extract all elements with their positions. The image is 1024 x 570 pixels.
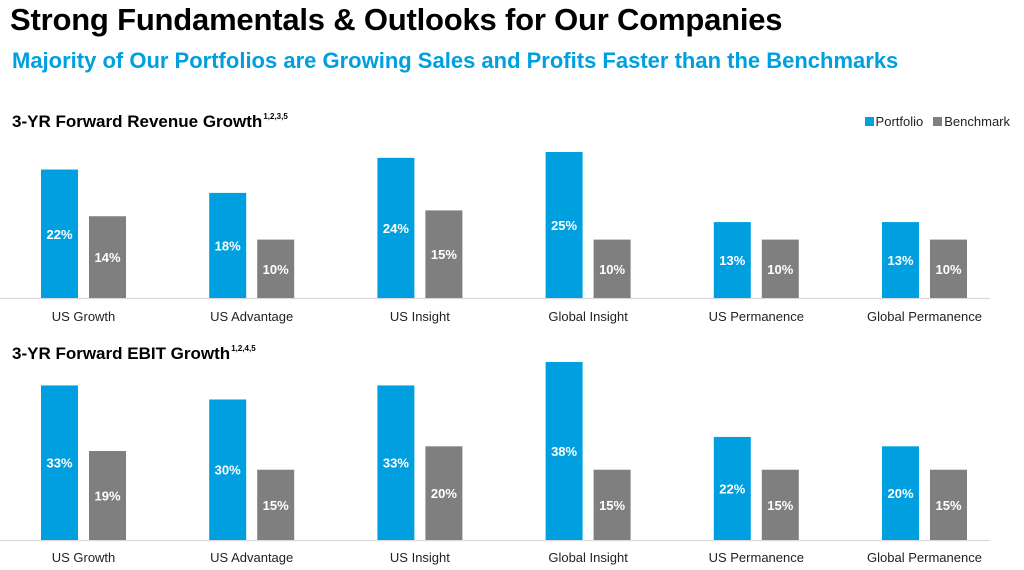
ebit-data-label-portfolio: 30% (215, 463, 241, 478)
ebit-data-label-portfolio: 38% (551, 444, 577, 459)
ebit-bar-benchmark (930, 469, 967, 540)
revenue-data-label-portfolio: 24% (383, 221, 409, 236)
revenue-data-label-benchmark: 10% (599, 262, 625, 277)
portfolio-swatch (864, 117, 874, 126)
ebit-bar-portfolio (41, 385, 78, 540)
ebit-bar-portfolio (377, 385, 415, 540)
revenue-bar-portfolio (209, 192, 247, 298)
benchmark-swatch (933, 117, 943, 126)
ebit-bar-portfolio (713, 436, 751, 540)
legend-label-benchmark: Benchmark (944, 114, 1010, 129)
ebit-bar-benchmark (257, 469, 295, 540)
ebit-category-label: US Permanence (709, 550, 804, 565)
revenue-data-label-portfolio: 22% (46, 227, 72, 242)
revenue-data-label-portfolio: 18% (215, 238, 241, 253)
revenue-category-label: US Permanence (709, 309, 804, 324)
ebit-data-label-benchmark: 15% (599, 498, 625, 513)
revenue-bar-benchmark (425, 210, 463, 298)
ebit-data-label-benchmark: 19% (94, 489, 120, 504)
ebit-chart-title: 3-YR Forward EBIT Growth1,2,4,5 (12, 344, 256, 364)
page-title: Strong Fundamentals & Outlooks for Our C… (10, 2, 783, 37)
ebit-bar-benchmark (761, 469, 799, 540)
ebit-data-label-benchmark: 20% (431, 486, 457, 501)
revenue-bar-portfolio (41, 169, 78, 298)
ebit-data-label-portfolio: 22% (719, 481, 745, 496)
revenue-category-label: Global Insight (548, 309, 628, 324)
revenue-bar-portfolio (545, 152, 583, 298)
revenue-chart-title-text: 3-YR Forward Revenue Growth (12, 112, 263, 131)
revenue-chart-footnote: 1,2,3,5 (263, 112, 288, 121)
revenue-category-label: US Advantage (210, 309, 293, 324)
ebit-bar-benchmark (425, 446, 463, 540)
revenue-data-label-benchmark: 10% (767, 262, 793, 277)
revenue-bar-benchmark (257, 239, 295, 298)
revenue-chart-title: 3-YR Forward Revenue Growth1,2,3,5 (12, 112, 288, 132)
legend-item-portfolio: Portfolio (864, 114, 924, 129)
page-subtitle: Majority of Our Portfolios are Growing S… (12, 48, 899, 73)
revenue-bar-portfolio (882, 222, 919, 298)
ebit-data-label-benchmark: 15% (263, 498, 289, 513)
revenue-data-label-portfolio: 13% (887, 253, 913, 268)
ebit-chart-title-text: 3-YR Forward EBIT Growth (12, 344, 231, 363)
ebit-data-label-portfolio: 33% (383, 456, 409, 471)
ebit-data-label-benchmark: 15% (935, 498, 961, 513)
ebit-category-label: Global Permanence (867, 550, 982, 565)
revenue-data-label-benchmark: 14% (94, 250, 120, 265)
revenue-data-label-benchmark: 15% (431, 247, 457, 262)
revenue-bar-benchmark (89, 216, 126, 298)
revenue-category-label: Global Permanence (867, 309, 982, 324)
ebit-bar-portfolio (545, 362, 583, 540)
ebit-chart-footnote: 1,2,4,5 (231, 344, 256, 353)
revenue-bar-benchmark (761, 239, 799, 298)
revenue-bar-portfolio (377, 157, 415, 298)
revenue-category-label: US Insight (390, 309, 450, 324)
revenue-data-label-benchmark: 10% (263, 262, 289, 277)
revenue-data-label-portfolio: 25% (551, 218, 577, 233)
ebit-bar-benchmark (593, 469, 631, 540)
ebit-data-label-benchmark: 15% (767, 498, 793, 513)
chart-legend: Portfolio Benchmark (864, 114, 1010, 129)
ebit-bar-portfolio (209, 399, 247, 540)
ebit-category-label: Global Insight (548, 550, 628, 565)
ebit-bar-portfolio (882, 446, 919, 540)
ebit-data-label-portfolio: 20% (887, 486, 913, 501)
revenue-bar-benchmark (930, 239, 967, 298)
legend-item-benchmark: Benchmark (933, 114, 1010, 129)
revenue-bar-benchmark (593, 239, 631, 298)
revenue-data-label-benchmark: 10% (935, 262, 961, 277)
ebit-category-label: US Advantage (210, 550, 293, 565)
revenue-category-label: US Growth (52, 309, 116, 324)
revenue-bar-portfolio (713, 222, 751, 298)
revenue-data-label-portfolio: 13% (719, 253, 745, 268)
legend-label-portfolio: Portfolio (875, 114, 924, 129)
ebit-category-label: US Insight (390, 550, 450, 565)
ebit-bar-benchmark (89, 451, 126, 540)
ebit-data-label-portfolio: 33% (46, 456, 72, 471)
ebit-category-label: US Growth (52, 550, 116, 565)
